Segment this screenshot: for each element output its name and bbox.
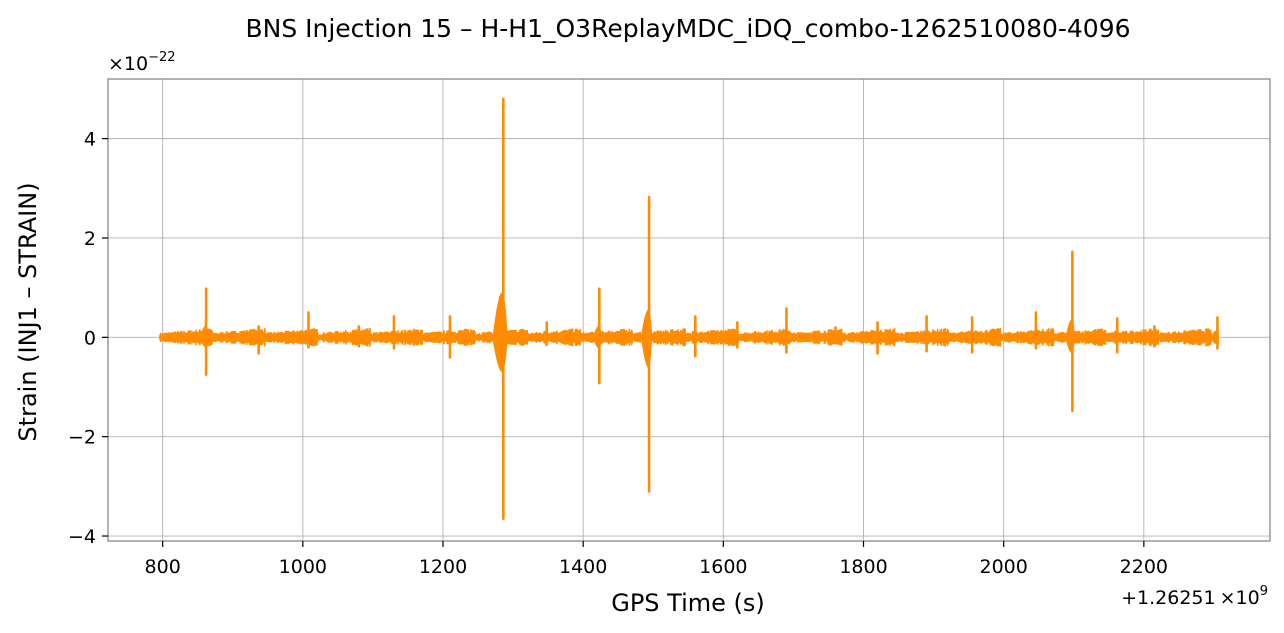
y-scale-factor: ×10−22 bbox=[108, 50, 176, 75]
glitch-chirp bbox=[1032, 329, 1038, 345]
x-tick-label: 1800 bbox=[839, 556, 887, 578]
glitch-chirp bbox=[968, 330, 974, 345]
noise-core bbox=[159, 334, 1219, 340]
plot-frame bbox=[107, 78, 1271, 542]
glitch-chirp bbox=[493, 292, 508, 373]
glitch-chirp bbox=[390, 330, 396, 345]
grid bbox=[108, 79, 1270, 541]
glitch-chirp bbox=[832, 330, 837, 345]
y-axis-label: Strain (INJ1 – STRAIN) bbox=[14, 182, 42, 441]
strain-series bbox=[159, 97, 1219, 520]
x-tick-label: 2200 bbox=[1120, 556, 1168, 578]
x-offset-text: +1.26251 ×109 bbox=[1121, 584, 1268, 609]
glitch-chirp bbox=[1113, 330, 1119, 345]
glitch-chirp bbox=[446, 330, 452, 345]
x-tick-label: 1000 bbox=[279, 556, 327, 578]
y-tick-label: 4 bbox=[84, 129, 96, 151]
glitch-chirp bbox=[874, 330, 879, 345]
x-tick-label: 1200 bbox=[419, 556, 467, 578]
glitch-chirp bbox=[782, 329, 788, 345]
glitch-chirp bbox=[922, 330, 929, 345]
glitch-chirp bbox=[201, 325, 208, 347]
y-tick-label: 2 bbox=[84, 228, 96, 250]
y-tick-label: 0 bbox=[84, 327, 96, 349]
y-axis-ticks: −4 −2 0 2 4 bbox=[68, 129, 108, 548]
glitch-chirp bbox=[733, 330, 739, 345]
y-tick-label: −4 bbox=[68, 526, 96, 548]
glitch-chirp bbox=[304, 329, 310, 345]
x-axis-ticks: 800 1000 1200 1400 1600 1800 2000 2200 bbox=[145, 541, 1168, 578]
x-tick-label: 800 bbox=[145, 556, 181, 578]
x-tick-label: 1600 bbox=[699, 556, 747, 578]
glitch-chirp bbox=[691, 330, 697, 345]
glitch-chirp bbox=[255, 330, 261, 345]
x-tick-label: 2000 bbox=[979, 556, 1027, 578]
x-axis-label: GPS Time (s) bbox=[611, 589, 765, 617]
glitch-chirp bbox=[641, 309, 652, 368]
glitch-chirp bbox=[594, 325, 602, 349]
glitch-chirp bbox=[1066, 319, 1075, 354]
y-tick-label: −2 bbox=[68, 427, 96, 449]
x-tick-label: 1400 bbox=[559, 556, 607, 578]
glitch-chirp bbox=[543, 330, 549, 345]
glitch-chirp bbox=[1151, 330, 1156, 345]
glitch-chirp bbox=[355, 330, 361, 345]
chart-title: BNS Injection 15 – H-H1_O3ReplayMDC_iDQ_… bbox=[245, 14, 1130, 43]
glitch-chirp bbox=[1213, 330, 1219, 345]
